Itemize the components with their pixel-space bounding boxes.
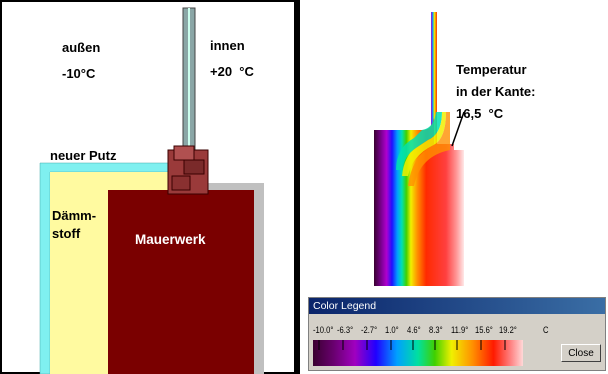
glazing-temperature bbox=[431, 12, 437, 144]
legend-tick-label: 15.6° bbox=[475, 325, 493, 336]
temperature-label-line-1: Temperatur bbox=[456, 62, 527, 77]
plaster-label: neuer Putz bbox=[50, 148, 117, 163]
legend-tick-label: -2.7° bbox=[361, 325, 378, 336]
insulation-label-line-1: Dämm- bbox=[52, 208, 97, 223]
inside-temperature: +20 °C bbox=[210, 64, 254, 79]
temperature-label-line-2: in der Kante: bbox=[456, 84, 536, 99]
legend-color-scale bbox=[313, 340, 523, 366]
legend-tick-label: 4.6° bbox=[407, 325, 421, 336]
insulation-layer bbox=[50, 172, 176, 374]
masonry-block bbox=[108, 190, 254, 374]
legend-title-bar[interactable]: Color Legend bbox=[309, 298, 605, 314]
legend-tick-label: 19.2° bbox=[499, 325, 517, 336]
outside-label: außen bbox=[62, 40, 101, 55]
temperature-field bbox=[374, 12, 465, 286]
edge-pointer-line bbox=[451, 111, 465, 147]
masonry-label: Mauerwerk bbox=[135, 232, 206, 247]
legend-tick-label: 1.0° bbox=[385, 325, 399, 336]
legend-tick-label: 11.9° bbox=[451, 325, 469, 336]
interior-plaster bbox=[204, 183, 264, 374]
inside-label: innen bbox=[210, 38, 245, 53]
legend-tick-label: -10.0° bbox=[313, 325, 334, 336]
legend-tick-label: -6.3° bbox=[337, 325, 354, 336]
wall-temperature bbox=[374, 118, 464, 286]
edge-temperature-value: 16,5 °C bbox=[456, 106, 504, 121]
construction-drawing-panel: außen -10°C innen +20 °C neuer Putz Dämm… bbox=[0, 0, 300, 374]
color-legend-window: Color Legend -10.0° -6.3° -2.7° 1.0° 4.6… bbox=[308, 297, 606, 371]
construction-drawing bbox=[0, 0, 296, 374]
legend-unit-label: C bbox=[543, 325, 549, 336]
legend-tick-label: 8.3° bbox=[429, 325, 443, 336]
outside-temperature: -10°C bbox=[62, 66, 96, 81]
close-button[interactable]: Close bbox=[561, 344, 601, 362]
insulation-label-line-2: stoff bbox=[52, 226, 81, 241]
